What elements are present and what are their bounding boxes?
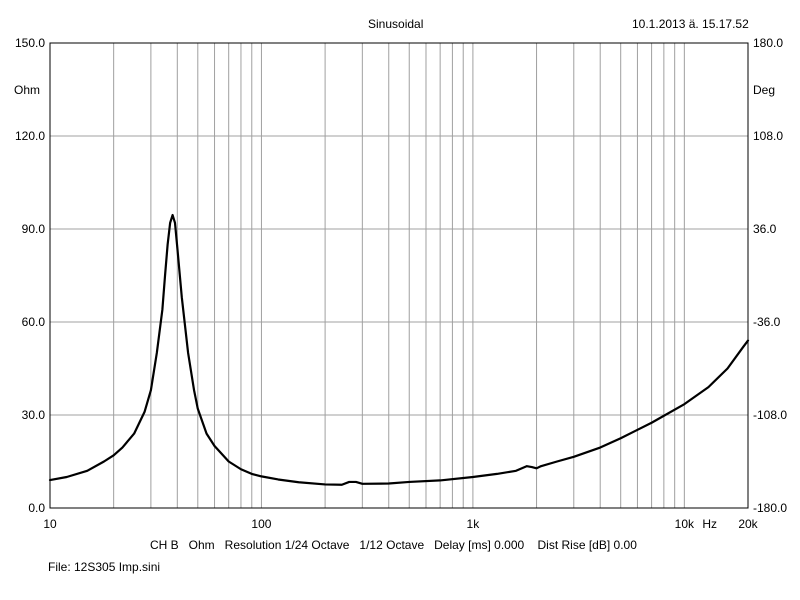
measurement-timestamp: 10.1.2013 ä. 15.17.52 <box>632 17 749 31</box>
y-right-tick-label: -108.0 <box>753 408 787 422</box>
y-right-tick-label: 36.0 <box>753 222 777 236</box>
x-unit-label: Hz <box>702 517 717 531</box>
y-left-unit-label: Ohm <box>14 83 40 97</box>
y-right-unit-label: Deg <box>753 83 775 97</box>
measurement-settings: CH B Ohm Resolution 1/24 Octave 1/12 Oct… <box>150 538 637 552</box>
impedance-curve <box>48 213 750 486</box>
y-left-tick-label: 150.0 <box>15 36 45 50</box>
y-left-tick-label: 0.0 <box>28 501 45 515</box>
y-right-tick-label: -180.0 <box>753 501 787 515</box>
x-tick-label: 1k <box>467 517 481 531</box>
x-tick-label: 100 <box>251 517 271 531</box>
y-left-tick-label: 120.0 <box>15 129 45 143</box>
file-name: File: 12S305 Imp.sini <box>48 560 161 574</box>
y-right-tick-label: 108.0 <box>753 129 783 143</box>
x-tick-label: 10k <box>675 517 695 531</box>
x-tick-label: 20k <box>738 517 758 531</box>
y-right-tick-label: 180.0 <box>753 36 783 50</box>
x-tick-label: 10 <box>43 517 57 531</box>
y-left-tick-label: 90.0 <box>22 222 46 236</box>
y-right-tick-label: -36.0 <box>753 315 781 329</box>
plot-frame <box>49 42 749 509</box>
chart-title: Sinusoidal <box>368 17 424 31</box>
y-left-tick-label: 60.0 <box>22 315 46 329</box>
y-left-tick-label: 30.0 <box>22 408 46 422</box>
